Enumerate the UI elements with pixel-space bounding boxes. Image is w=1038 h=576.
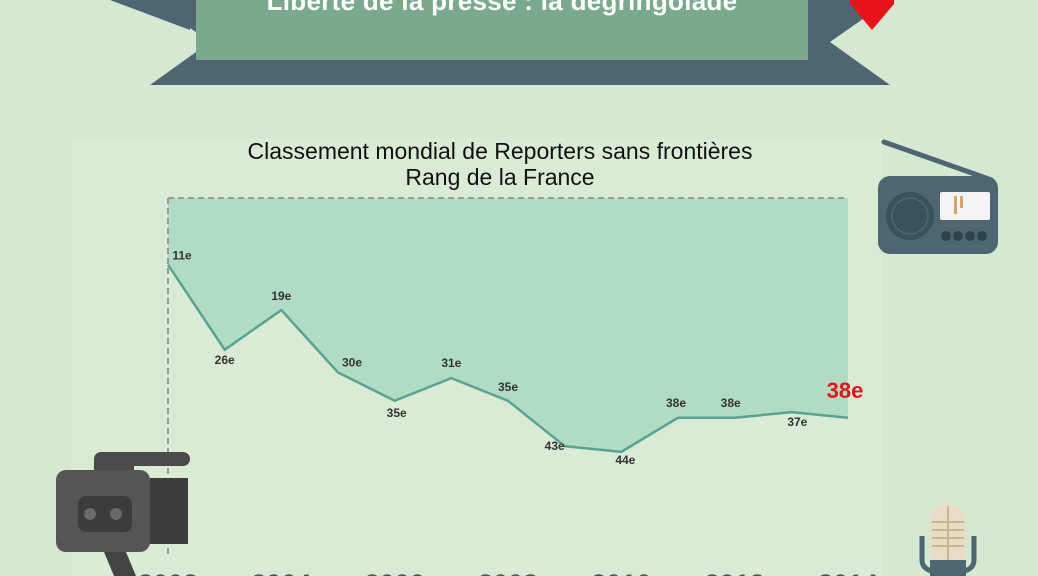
data-label: 43e bbox=[545, 439, 565, 453]
data-label: 30e bbox=[342, 355, 362, 369]
data-label: 44e bbox=[615, 453, 635, 467]
video-camera-icon bbox=[56, 452, 190, 576]
data-label: 35e bbox=[498, 380, 518, 394]
x-tick-label: 2014 bbox=[818, 569, 878, 576]
chart-title: Classement mondial de Reporters sans fro… bbox=[247, 138, 753, 164]
data-label: 38e bbox=[827, 378, 864, 403]
banner-ribbon-tail-left bbox=[110, 0, 190, 30]
data-label: 38e bbox=[721, 396, 741, 410]
x-tick-label: 2008 bbox=[478, 569, 538, 576]
area-fill bbox=[168, 198, 848, 452]
microphone-icon bbox=[919, 504, 977, 576]
heart-icon bbox=[850, 0, 894, 30]
data-label: 37e bbox=[787, 415, 807, 429]
data-label: 11e bbox=[172, 249, 192, 263]
x-tick-label: 2006 bbox=[365, 569, 425, 576]
radio-icon bbox=[878, 139, 998, 254]
data-label: 31e bbox=[441, 356, 461, 370]
x-tick-label: 2010 bbox=[591, 569, 651, 576]
data-label: 26e bbox=[215, 353, 235, 367]
title-banner bbox=[110, 0, 890, 85]
x-tick-label: 2004 bbox=[251, 569, 311, 576]
data-label: 35e bbox=[387, 406, 407, 420]
series-line bbox=[166, 264, 849, 454]
x-tick-label: 2012 bbox=[705, 569, 765, 576]
banner-panel bbox=[196, 0, 808, 60]
x-tick-label: 2002 bbox=[138, 569, 198, 576]
data-label: 38e bbox=[666, 396, 686, 410]
banner-title: Liberté de la presse : la dégringolade bbox=[266, 0, 738, 16]
chart-subtitle: Rang de la France bbox=[405, 164, 595, 190]
data-label: 19e bbox=[271, 289, 291, 303]
